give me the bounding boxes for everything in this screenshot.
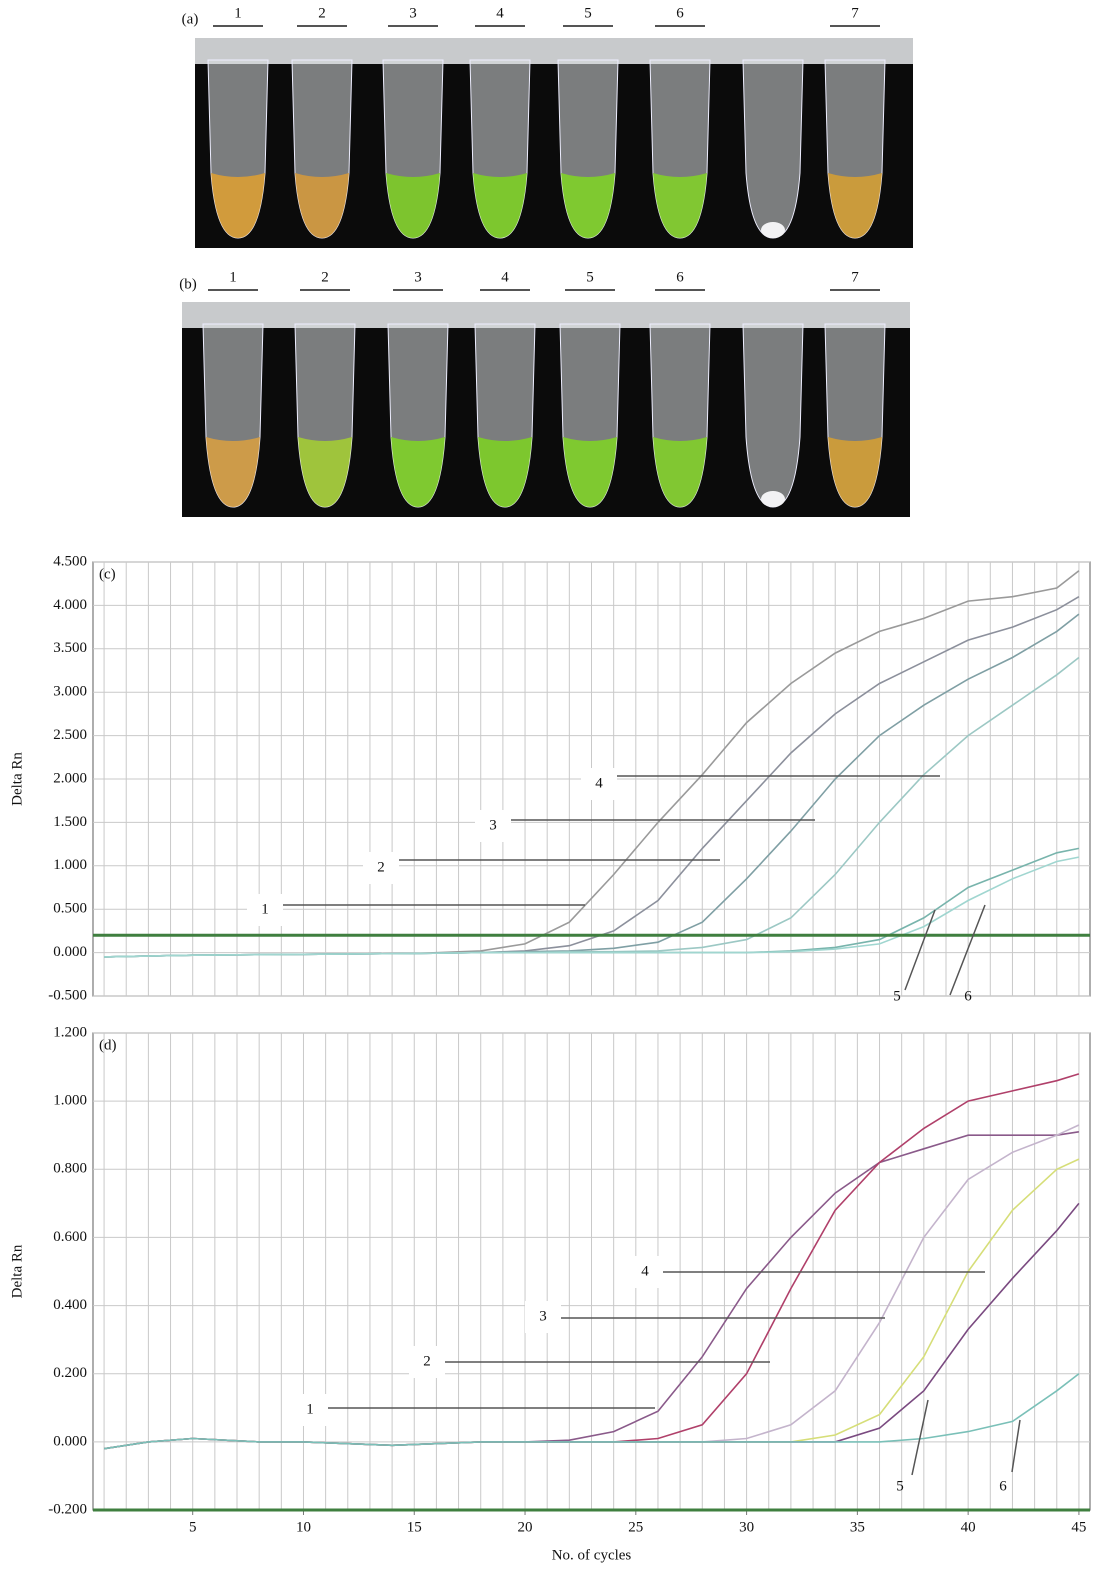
x-axis-label: No. of cycles bbox=[552, 1547, 632, 1563]
tube-number: 7 bbox=[851, 5, 859, 21]
y-tick-label: 0.800 bbox=[53, 1161, 87, 1177]
tube-number: 4 bbox=[501, 269, 509, 285]
panel-label: (a) bbox=[182, 11, 199, 27]
y-tick-label: 1.000 bbox=[53, 1093, 87, 1109]
y-tick-label: 2.500 bbox=[53, 727, 87, 743]
y-tick-label: 4.000 bbox=[53, 597, 87, 613]
callout-box bbox=[581, 768, 617, 800]
tube-number: 3 bbox=[409, 5, 417, 21]
callout-label: 6 bbox=[999, 1478, 1007, 1494]
tube-number: 4 bbox=[496, 5, 504, 21]
x-tick-label: 20 bbox=[518, 1519, 533, 1535]
callout-label: 6 bbox=[964, 988, 972, 1004]
tube-liquid bbox=[386, 173, 440, 238]
y-tick-label: 1.500 bbox=[53, 814, 87, 830]
callout-box bbox=[475, 810, 511, 842]
y-axis-label: Delta Rn bbox=[9, 1244, 25, 1298]
callout-label: 2 bbox=[423, 1353, 431, 1369]
tube-liquid bbox=[295, 173, 349, 238]
y-tick-label: 1.200 bbox=[53, 1024, 87, 1040]
callout-box bbox=[409, 1346, 445, 1378]
y-tick-label: 2.000 bbox=[53, 770, 87, 786]
tube-liquid bbox=[828, 173, 882, 238]
y-tick-label: 4.500 bbox=[53, 553, 87, 569]
x-tick-label: 15 bbox=[407, 1519, 422, 1535]
x-tick-label: 25 bbox=[628, 1519, 643, 1535]
tube-liquid bbox=[653, 437, 707, 507]
tube-liquid bbox=[473, 173, 527, 238]
y-tick-label: 0.500 bbox=[53, 901, 87, 917]
callout-box bbox=[292, 1394, 328, 1426]
y-tick-label: -0.200 bbox=[48, 1501, 87, 1517]
y-tick-label: 0.400 bbox=[53, 1297, 87, 1313]
y-axis-label: Delta Rn bbox=[9, 752, 25, 806]
x-tick-label: 40 bbox=[961, 1519, 976, 1535]
callout-label: 1 bbox=[261, 901, 269, 917]
tube-number: 5 bbox=[584, 5, 592, 21]
panel-label: (d) bbox=[99, 1037, 117, 1053]
callout-label: 4 bbox=[595, 775, 603, 791]
tube-liquid bbox=[828, 437, 882, 507]
callout-line bbox=[949, 904, 986, 996]
x-tick-label: 5 bbox=[189, 1519, 197, 1535]
data-line bbox=[104, 856, 1080, 958]
callout-box bbox=[525, 1301, 561, 1333]
tube-empty-tip bbox=[761, 222, 785, 238]
y-tick-label: 3.500 bbox=[53, 640, 87, 656]
callout-label: 1 bbox=[306, 1401, 314, 1417]
tube-liquid bbox=[653, 173, 707, 238]
callout-label: 3 bbox=[539, 1308, 547, 1324]
callout-label: 5 bbox=[896, 1478, 904, 1494]
callout-line bbox=[1011, 1419, 1021, 1473]
callout-line bbox=[911, 1399, 929, 1476]
tube-number: 2 bbox=[318, 5, 326, 21]
callout-box bbox=[363, 852, 399, 884]
panel-label: (b) bbox=[179, 276, 197, 292]
callout-label: 2 bbox=[377, 859, 385, 875]
tube-number: 2 bbox=[321, 269, 329, 285]
y-tick-label: 0.000 bbox=[53, 944, 87, 960]
tube-liquid bbox=[561, 173, 615, 238]
x-tick-label: 10 bbox=[296, 1519, 311, 1535]
tube-liquid bbox=[391, 437, 445, 507]
tube-number: 7 bbox=[851, 269, 859, 285]
y-tick-label: -0.500 bbox=[48, 987, 87, 1003]
y-tick-label: 3.000 bbox=[53, 684, 87, 700]
x-tick-label: 45 bbox=[1071, 1519, 1086, 1535]
tube-liquid bbox=[478, 437, 532, 507]
tube-liquid bbox=[563, 437, 617, 507]
tube-liquid bbox=[211, 173, 265, 238]
tube-empty-tip bbox=[761, 491, 785, 507]
callout-box bbox=[627, 1256, 663, 1288]
tube bbox=[742, 323, 804, 508]
callout-label: 5 bbox=[893, 988, 901, 1004]
tube-number: 5 bbox=[586, 269, 594, 285]
tube-number: 6 bbox=[676, 5, 684, 21]
tube-liquid bbox=[206, 437, 260, 507]
tube-number: 1 bbox=[234, 5, 242, 21]
callout-box bbox=[247, 894, 283, 926]
callout-label: 4 bbox=[641, 1263, 649, 1279]
callout-line bbox=[904, 909, 936, 991]
callout-label: 3 bbox=[489, 817, 497, 833]
tube-liquid bbox=[298, 437, 352, 507]
y-tick-label: 0.000 bbox=[53, 1433, 87, 1449]
panel-label: (c) bbox=[99, 566, 116, 582]
y-tick-label: 0.200 bbox=[53, 1365, 87, 1381]
y-tick-label: 1.000 bbox=[53, 857, 87, 873]
y-tick-label: 0.600 bbox=[53, 1229, 87, 1245]
tube-number: 1 bbox=[229, 269, 237, 285]
tube bbox=[742, 59, 804, 239]
x-tick-label: 35 bbox=[850, 1519, 865, 1535]
tube-number: 6 bbox=[676, 269, 684, 285]
tube-number: 3 bbox=[414, 269, 422, 285]
x-tick-label: 30 bbox=[739, 1519, 754, 1535]
data-line bbox=[103, 1373, 1080, 1450]
